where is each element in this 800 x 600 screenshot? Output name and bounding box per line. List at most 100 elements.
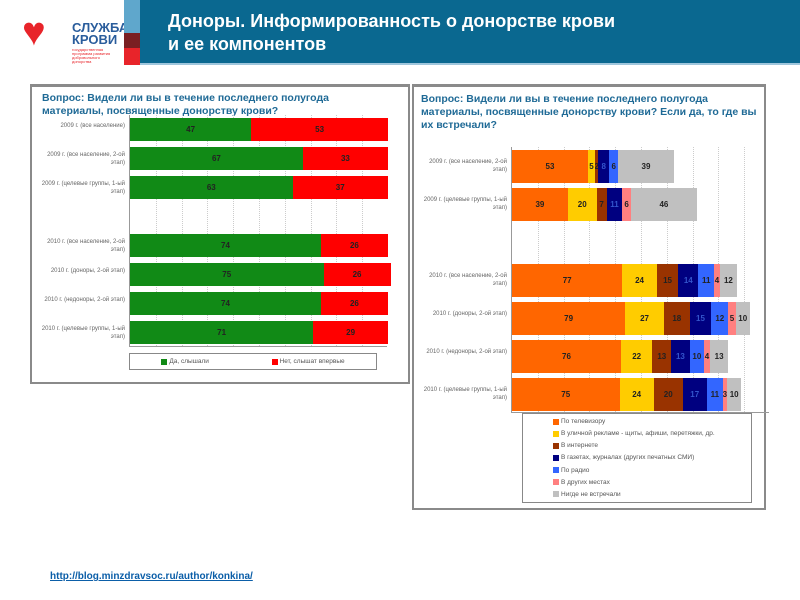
category-label: 2010 г. (все население, 2-ой этап) [429, 273, 507, 287]
legend-label: В интернете [561, 442, 599, 450]
category-label: 2009 г. (целевые группы, 1-ый этап) [423, 197, 507, 211]
bar-segment: 26 [320, 292, 388, 315]
bar-segment: 75 [130, 263, 324, 286]
legend-swatch [553, 430, 559, 437]
bar-segment: 5 [587, 149, 596, 183]
legend-item: Нигде не встречали [553, 491, 721, 498]
legend-item: Нет, слышат впервые [271, 358, 345, 365]
logo-title: СЛУЖБА КРОВИ [72, 20, 129, 47]
bar-segment: 71 [130, 321, 314, 344]
legend-label: Нигде не встречали [561, 490, 621, 498]
legend-item: По телевизору [553, 418, 721, 425]
bar-segment: 13 [671, 339, 690, 373]
legend-label: В уличной рекламе - щиты, афиши, перетяж… [561, 430, 715, 438]
gridline [207, 115, 209, 346]
bar-segment: 20 [567, 187, 597, 221]
bar-segment: 2 [595, 149, 598, 183]
bar-segment: 10 [735, 301, 750, 335]
bar-segment: 15 [656, 263, 679, 297]
category-label: 2009 г. (все население, 2-ой этап) [47, 151, 125, 166]
bar-segment: 3 [722, 377, 727, 411]
gridline [336, 115, 338, 346]
bar-segment: 17 [682, 377, 707, 411]
bar-segment: 39 [618, 149, 674, 183]
bar-segment: 12 [719, 263, 738, 297]
bar-segment: 26 [320, 234, 388, 257]
bar-segment: 13 [652, 339, 672, 373]
gridline [362, 115, 364, 346]
sources-chart-panel: Вопрос: Видели ли вы в течение последнег… [412, 84, 769, 510]
bar-segment: 26 [323, 263, 391, 286]
bar-segment: 24 [622, 263, 657, 297]
bar-segment: 15 [689, 301, 712, 335]
bar-segment: 77 [512, 263, 623, 297]
gridline [744, 147, 746, 412]
bar-segment: 67 [130, 147, 303, 170]
gridline [155, 115, 157, 346]
bar-segment: 6 [622, 187, 631, 221]
source-link[interactable]: http://blog.minzdravsoc.ru/author/konkin… [50, 571, 253, 582]
gridline [233, 115, 235, 346]
bar-segment: 7 [596, 187, 607, 221]
bar-segment: 29 [313, 321, 388, 344]
legend-label: В других местах [561, 478, 610, 486]
category-label: 2010 г. (целевые группы, 1-ый этап) [423, 387, 507, 401]
legend-swatch [161, 358, 168, 365]
bar-segment: 4 [704, 339, 710, 373]
category-label: 2010 г. (целевые группы, 1-ый этап) [41, 325, 125, 340]
legend-swatch [553, 491, 559, 498]
bar-segment: 5 [728, 301, 736, 335]
legend-item: В других местах [553, 479, 721, 486]
legend-item: В интернете [553, 442, 721, 449]
bar-segment: 20 [653, 377, 683, 411]
gridline [259, 115, 260, 346]
legend-swatch [553, 454, 559, 461]
legend-label: В газетах, журналах (других печатных СМИ… [561, 454, 695, 462]
chart-question: Вопрос: Видели ли вы в течение последнег… [421, 93, 757, 131]
category-label: 2009 г. (целевые группы, 1-ый этап) [41, 180, 125, 195]
page-title: Доноры. Информированность о донорстве кр… [168, 11, 616, 54]
bar-segment: 22 [620, 339, 653, 373]
legend-swatch [553, 442, 559, 449]
bar-segment: 74 [130, 292, 321, 315]
bar-segment: 27 [625, 301, 664, 335]
bar-segment: 8 [598, 149, 610, 183]
chart-legend: По телевизору В уличной рекламе - щиты, а… [522, 413, 752, 503]
legend-label: Нет, слышат впервые [279, 358, 345, 365]
awareness-chart-panel: Вопрос: Видели ли вы в течение последнег… [30, 84, 410, 384]
legend-swatch [271, 358, 278, 365]
bar-segment: 33 [302, 147, 388, 170]
bar-segment: 10 [727, 377, 742, 411]
category-label: 2010 г. (доноры, 2-ой этап) [432, 311, 507, 317]
bar-segment: 24 [619, 377, 654, 411]
category-label: 2010 г. (доноры, 2-ой этап) [50, 267, 125, 274]
gridline [310, 115, 312, 346]
bar-segment: 75 [512, 377, 620, 411]
bar-segment: 39 [512, 187, 568, 221]
header: Доноры. Информированность о донорстве кр… [140, 0, 800, 65]
bar-segment: 18 [663, 301, 690, 335]
legend-label: Да, слышали [169, 358, 209, 365]
bar-segment: 76 [512, 339, 621, 373]
bar-segment: 12 [711, 301, 729, 335]
category-label: 2010 г. (недоноры, 2-ой этап) [426, 349, 507, 355]
category-label: 2009 г. (все население, 2-ой этап) [429, 159, 507, 173]
gridline [284, 115, 286, 346]
chart-legend: Да, слышали Нет, слышат впервые [129, 353, 377, 370]
chart-question: Вопрос: Видели ли вы в течение последнег… [42, 92, 329, 117]
bar-segment: 46 [630, 187, 697, 221]
bar-segment: 10 [689, 339, 705, 373]
bar-segment: 53 [512, 149, 588, 183]
legend-swatch [553, 467, 559, 474]
bar-segment: 4 [714, 263, 720, 297]
category-label: 2009 г. (все население) [60, 122, 125, 129]
legend-label: По телевизору [561, 418, 606, 425]
bar-segment: 11 [706, 377, 723, 411]
legend-item: В уличной рекламе - щиты, афиши, перетяж… [553, 430, 721, 437]
bar-segment: 37 [292, 176, 388, 199]
bar-segment: 11 [698, 263, 715, 297]
bar-segment: 11 [606, 187, 623, 221]
bar-segment: 47 [130, 118, 252, 141]
gridline [181, 115, 183, 346]
bar-segment: 74 [130, 234, 321, 257]
